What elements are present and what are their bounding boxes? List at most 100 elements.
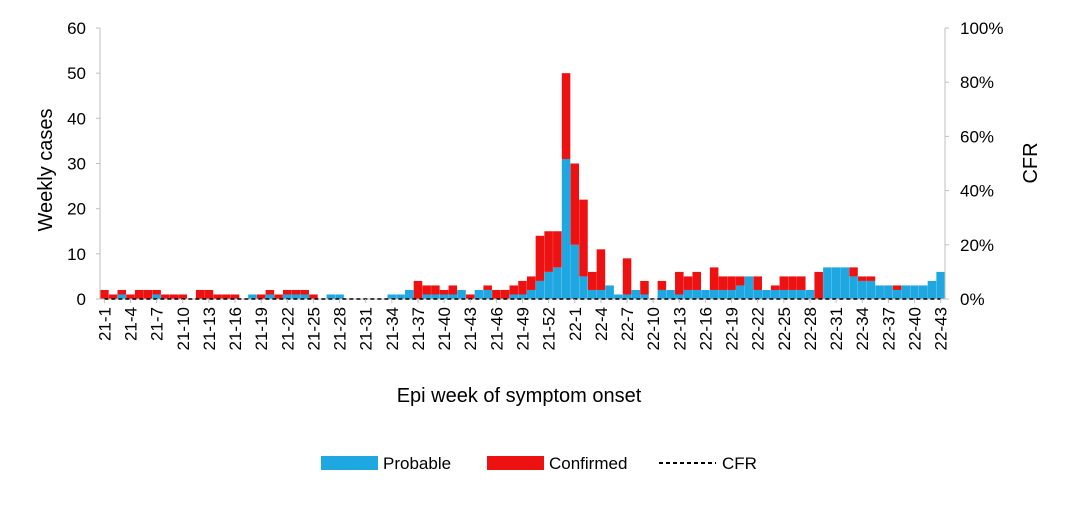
bar-confirmed: [439, 289, 449, 295]
x-tick-label: 21-10: [174, 307, 193, 350]
bar-probable: [718, 289, 728, 299]
bar-confirmed: [283, 289, 292, 295]
bar-confirmed: [866, 276, 876, 281]
x-tick-label: 22-37: [879, 307, 898, 350]
bar-confirmed: [204, 289, 214, 299]
bar-confirmed: [500, 289, 510, 299]
bar-confirmed: [422, 285, 431, 295]
y-tick-label: 60: [67, 19, 86, 38]
bar-confirmed: [579, 199, 588, 277]
x-tick-label: 22-4: [592, 307, 611, 341]
bar-confirmed: [413, 280, 423, 299]
bar-probable: [666, 289, 675, 299]
bar-confirmed: [814, 271, 823, 299]
x-tick-label: 21-34: [383, 307, 402, 350]
bar-confirmed: [779, 276, 789, 290]
bar-confirmed: [152, 289, 161, 295]
bar-confirmed: [134, 289, 144, 299]
bar-confirmed: [265, 289, 275, 295]
bar-confirmed: [553, 231, 562, 268]
bar-probable: [561, 158, 571, 299]
bar-probable: [936, 271, 945, 299]
bar-probable: [770, 289, 780, 299]
y2-tick-label: 100%: [960, 19, 1003, 38]
bar-probable: [335, 294, 344, 299]
x-tick-label: 22-25: [775, 307, 794, 350]
bar-confirmed: [596, 249, 606, 290]
bar-probable: [387, 294, 397, 299]
bar-probable: [526, 289, 536, 299]
bar-probable: [518, 294, 527, 299]
bar-confirmed: [675, 271, 684, 295]
bar-probable: [248, 294, 257, 299]
bar-probable: [422, 294, 431, 299]
bar-probable: [605, 285, 614, 299]
x-tick-label: 22-7: [618, 307, 637, 341]
x-tick-label: 21-28: [331, 307, 350, 350]
y2-tick-label: 60%: [960, 127, 994, 146]
bar-confirmed: [753, 276, 762, 290]
bar-probable: [709, 289, 719, 299]
bar-confirmed: [309, 294, 318, 299]
bar-confirmed: [117, 289, 127, 295]
x-tick-label: 22-22: [749, 307, 768, 350]
legend-label-probable: Probable: [383, 454, 451, 473]
bar-confirmed: [570, 163, 580, 245]
x-tick-label: 22-43: [932, 307, 951, 350]
bar-confirmed: [640, 280, 649, 295]
y-tick-label: 10: [67, 245, 86, 264]
bar-probable: [866, 280, 876, 299]
bar-probable: [736, 285, 745, 299]
bar-probable: [535, 280, 545, 299]
x-tick-label: 21-37: [409, 307, 428, 350]
bar-probable: [657, 289, 667, 299]
bar-confirmed: [108, 294, 118, 299]
y-tick-label: 40: [67, 109, 86, 128]
bar-confirmed: [622, 258, 632, 295]
y2-axis-title: CFR: [1020, 142, 1042, 183]
bar-probable: [553, 267, 562, 299]
bar-confirmed: [683, 276, 693, 290]
bar-probable: [579, 276, 588, 299]
bar-confirmed: [544, 231, 553, 272]
bar-probable: [779, 289, 789, 299]
y2-tick-label: 80%: [960, 73, 994, 92]
bar-confirmed: [492, 289, 501, 299]
bar-confirmed: [587, 271, 597, 290]
bar-probable: [614, 294, 623, 299]
bar-probable: [404, 289, 414, 299]
x-tick-label: 21-4: [121, 307, 140, 341]
bar-probable: [474, 289, 484, 299]
x-tick-label: 22-13: [670, 307, 689, 350]
bar-probable: [631, 289, 641, 299]
bar-confirmed: [796, 276, 806, 290]
bar-probable: [265, 294, 275, 299]
x-tick-label: 22-31: [827, 307, 846, 350]
bar-confirmed: [256, 294, 266, 299]
x-tick-label: 22-1: [566, 307, 585, 341]
bar-confirmed: [448, 285, 458, 295]
bar-probable: [727, 289, 736, 299]
x-tick-label: 21-19: [252, 307, 271, 350]
bar-confirmed: [857, 276, 867, 281]
x-tick-label: 21-49: [514, 307, 533, 350]
bar-probable: [683, 289, 693, 299]
bar-probable: [622, 294, 632, 299]
y-tick-label: 30: [67, 155, 86, 174]
bars-layer: [100, 73, 945, 299]
x-tick-label: 21-25: [304, 307, 323, 350]
bar-probable: [396, 294, 405, 299]
y2-tick-label: 20%: [960, 236, 994, 255]
bar-probable: [509, 294, 519, 299]
bar-confirmed: [431, 285, 440, 295]
bar-probable: [762, 289, 771, 299]
bar-confirmed: [483, 285, 492, 290]
bar-probable: [457, 289, 466, 299]
bar-confirmed: [657, 280, 667, 290]
x-tick-label: 22-10: [644, 307, 663, 350]
y-tick-label: 20: [67, 200, 86, 219]
bar-probable: [823, 267, 832, 299]
bar-probable: [439, 294, 449, 299]
bar-confirmed: [143, 289, 153, 299]
